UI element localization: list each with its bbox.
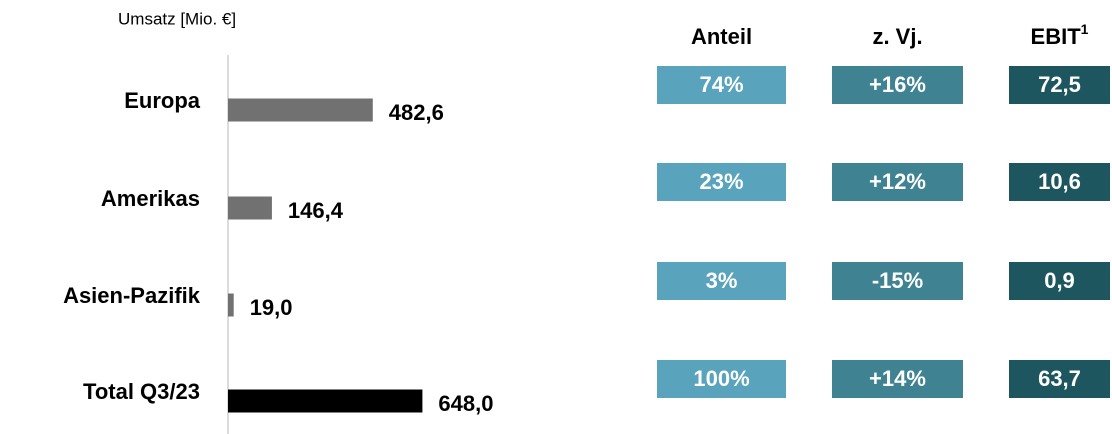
cell-box: [832, 262, 963, 300]
cell-value: -15%: [872, 268, 923, 293]
cell-box: [657, 360, 786, 398]
bar: [228, 389, 423, 413]
category-label: Europa: [124, 88, 201, 113]
bar: [228, 196, 272, 220]
axis-label: Umsatz [Mio. €]: [118, 9, 236, 28]
category-label: Asien-Pazifik: [63, 283, 201, 308]
category-label: Total Q3/23: [83, 379, 200, 404]
footnote-marker: 1: [1081, 21, 1089, 37]
cell-value: 10,6: [1038, 169, 1081, 194]
bar: [228, 98, 373, 122]
cell-value: 74%: [699, 72, 743, 97]
data-label: 146,4: [288, 198, 344, 223]
column-header: EBIT1: [1031, 21, 1089, 49]
cell-value: +12%: [869, 169, 926, 194]
cell-box: [657, 163, 786, 201]
cell-box: [657, 66, 786, 104]
cell-value: 0,9: [1044, 268, 1075, 293]
cell-box: [832, 163, 963, 201]
cell-value: 72,5: [1038, 72, 1081, 97]
cell-box: [1009, 360, 1110, 398]
cell-box: [1009, 262, 1110, 300]
cell-value: +16%: [869, 72, 926, 97]
cell-box: [1009, 66, 1110, 104]
cell-value: 3%: [706, 268, 738, 293]
data-label: 482,6: [389, 100, 444, 125]
cell-value: 100%: [693, 366, 749, 391]
cell-box: [832, 66, 963, 104]
cell-box: [832, 360, 963, 398]
bar: [228, 293, 234, 317]
data-label: 19,0: [250, 295, 293, 320]
cell-value: 23%: [699, 169, 743, 194]
column-header: z. Vj.: [872, 24, 922, 49]
cell-box: [657, 262, 786, 300]
cell-value: +14%: [869, 366, 926, 391]
category-label: Amerikas: [101, 186, 200, 211]
cell-value: 63,7: [1038, 366, 1081, 391]
cell-box: [1009, 163, 1110, 201]
column-header: Anteil: [691, 24, 752, 49]
data-label: 648,0: [438, 391, 493, 416]
